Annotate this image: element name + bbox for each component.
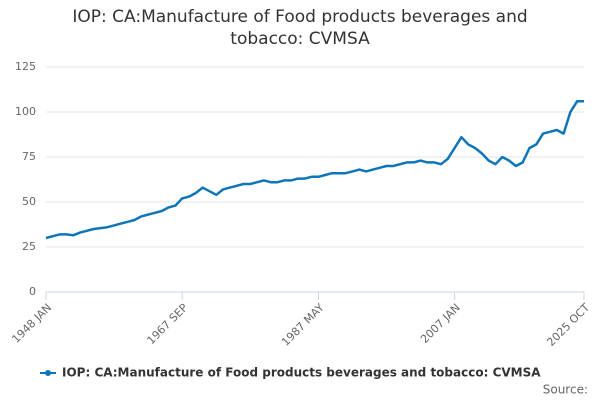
- y-tick-label: 125: [15, 60, 36, 73]
- x-tick-label: 2007 JAN: [418, 301, 463, 346]
- y-tick-label: 100: [15, 105, 36, 118]
- y-tick-label: 50: [22, 195, 36, 208]
- chart-title: IOP: CA:Manufacture of Food products bev…: [72, 7, 528, 49]
- source: Source:: [543, 383, 588, 397]
- legend-label: IOP: CA:Manufacture of Food products bev…: [62, 366, 541, 380]
- y-tick-label: 25: [22, 240, 36, 253]
- legend-marker: [45, 370, 51, 376]
- x-tick-label: 1987 MAY: [279, 301, 327, 349]
- x-tick-label: 1967 SEP: [144, 301, 190, 347]
- y-tick-label: 75: [22, 150, 36, 163]
- series-line: [45, 99, 584, 240]
- x-tick-label: 1948 JAN: [9, 301, 54, 346]
- y-tick-label: 0: [29, 285, 36, 298]
- x-tick-label: 2025 OCT: [544, 301, 592, 349]
